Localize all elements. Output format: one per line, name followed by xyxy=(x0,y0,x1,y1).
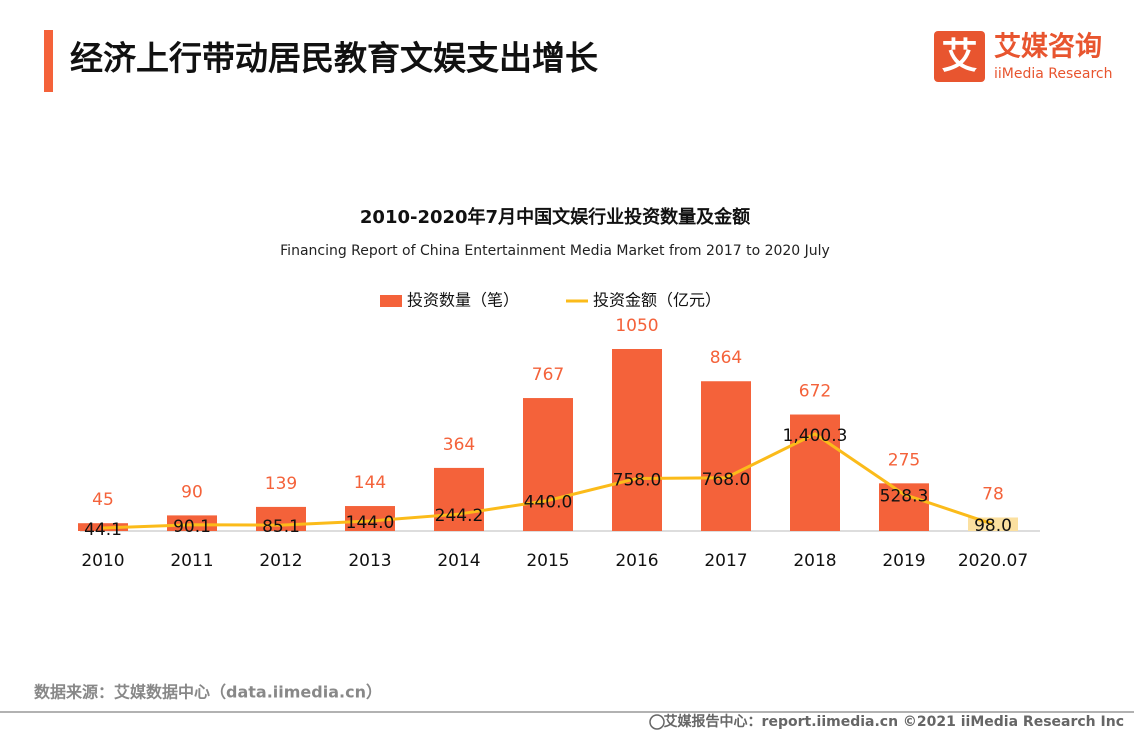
bar xyxy=(256,506,306,531)
bar-label: 275 xyxy=(888,450,920,470)
logo-mark: 艾 xyxy=(941,36,977,77)
bar-label: 139 xyxy=(265,474,297,494)
bar xyxy=(612,349,662,531)
title-accent xyxy=(44,30,53,92)
x-tick-label: 2020.07 xyxy=(958,551,1028,571)
bar xyxy=(701,381,751,531)
x-tick-label: 2014 xyxy=(437,551,480,571)
x-tick-label: 2016 xyxy=(615,551,658,571)
line-label: 244.2 xyxy=(435,506,484,526)
x-tick-label: 2010 xyxy=(81,551,124,571)
bar-label: 45 xyxy=(92,490,114,510)
line-label: 44.1 xyxy=(84,520,122,540)
legend-swatch xyxy=(380,295,402,307)
legend-label: 投资数量（笔） xyxy=(407,291,519,310)
bar xyxy=(434,467,484,531)
x-tick-label: 2015 xyxy=(526,551,569,571)
footer-icon xyxy=(649,714,665,730)
line-label: 85.1 xyxy=(262,517,300,537)
line-label: 758.0 xyxy=(613,470,662,490)
line-label: 90.1 xyxy=(173,517,211,537)
bar-label: 78 xyxy=(982,484,1004,504)
footer: 艾媒报告中心：report.iimedia.cn ©2021 iiMedia R… xyxy=(664,713,1124,730)
page-title: 经济上行带动居民教育文娱支出增长 xyxy=(70,39,598,78)
legend-label: 投资金额（亿元） xyxy=(593,291,721,310)
x-tick-label: 2019 xyxy=(882,551,925,571)
chart-title: 2010-2020年7月中国文娱行业投资数量及金额 xyxy=(360,206,750,228)
line-label: 1,400.3 xyxy=(783,426,848,446)
bar xyxy=(523,398,573,531)
bar xyxy=(879,483,929,531)
line-label: 144.0 xyxy=(346,513,395,533)
bar-label: 1050 xyxy=(615,316,658,336)
source: 数据来源：艾媒数据中心（data.iimedia.cn） xyxy=(34,683,382,702)
bar-label: 144 xyxy=(354,473,386,493)
x-tick-label: 2012 xyxy=(259,551,302,571)
logo-box xyxy=(934,31,985,82)
chart-subtitle: Financing Report of China Entertainment … xyxy=(280,243,830,259)
x-tick-label: 2013 xyxy=(348,551,391,571)
logo-sub: iiMedia Research xyxy=(994,66,1113,82)
line-label: 440.0 xyxy=(524,492,573,512)
bar-label: 864 xyxy=(710,348,742,368)
logo-name: 艾媒咨询 xyxy=(994,31,1102,63)
bar-label: 90 xyxy=(181,482,203,502)
bar-label: 364 xyxy=(443,435,475,455)
line-label: 98.0 xyxy=(974,516,1012,536)
x-tick-label: 2011 xyxy=(170,551,213,571)
line xyxy=(102,432,994,530)
bar-label: 767 xyxy=(532,365,564,385)
x-tick-label: 2018 xyxy=(793,551,836,571)
line-label: 768.0 xyxy=(702,470,751,490)
bar xyxy=(167,515,217,531)
bar-label: 672 xyxy=(799,382,831,402)
line-label: 528.3 xyxy=(880,486,929,506)
x-tick-label: 2017 xyxy=(704,551,747,571)
